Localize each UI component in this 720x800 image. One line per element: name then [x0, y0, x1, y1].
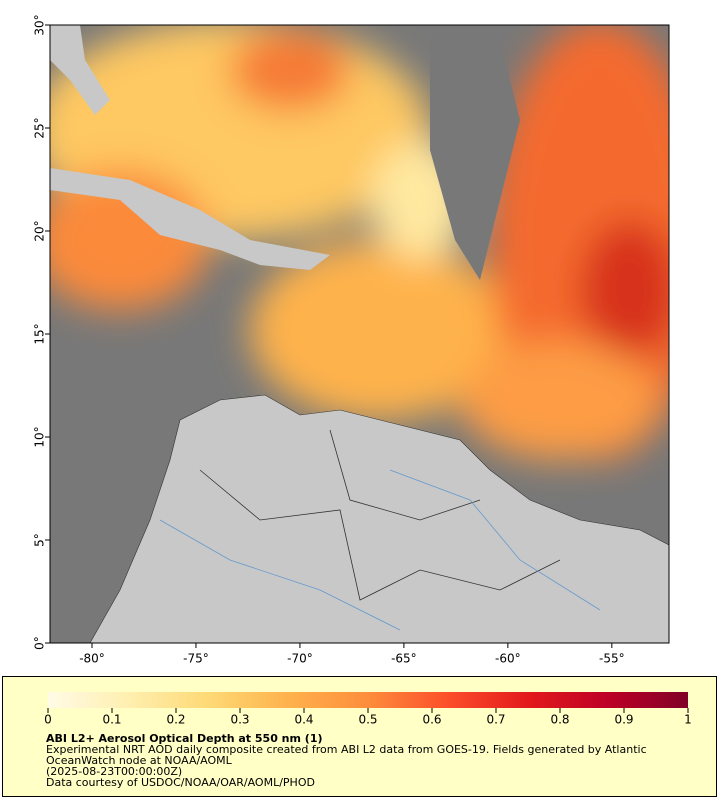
x-tick-label: -60° — [495, 652, 521, 666]
colorbar-tick-label: 0 — [44, 713, 52, 727]
y-tick-label: 30° — [33, 14, 47, 35]
y-tick-label: 25° — [33, 117, 47, 138]
x-tick-label: -70° — [287, 652, 313, 666]
colorbar-tick-label: 0.5 — [358, 713, 377, 727]
y-tick-label: 10° — [33, 426, 47, 447]
colorbar-tick-label: 0.3 — [230, 713, 249, 727]
x-tick-label: -55° — [599, 652, 625, 666]
footer-line: (2025-08-23T00:00:00Z) — [46, 765, 183, 778]
footer-line: Experimental NRT AOD daily composite cre… — [46, 743, 647, 767]
colorbar-tick-label: 0.9 — [614, 713, 633, 727]
y-tick-label: 20° — [33, 220, 47, 241]
colorbar — [48, 692, 688, 708]
colorbar-tick-label: 0.2 — [166, 713, 185, 727]
colorbar-tick-label: 0.6 — [422, 713, 441, 727]
x-tick-label: -65° — [391, 652, 417, 666]
footer-title: ABI L2+ Aerosol Optical Depth at 550 nm … — [46, 732, 323, 745]
y-tick-label: 0° — [33, 636, 47, 650]
x-tick-label: -80° — [79, 652, 105, 666]
map-image — [50, 25, 669, 643]
footer-line: Data courtesy of USDOC/NOAA/OAR/AOML/PHO… — [46, 776, 315, 789]
colorbar-tick-label: 0.1 — [102, 713, 121, 727]
y-tick-label: 15° — [33, 323, 47, 344]
y-tick-label: 5° — [33, 533, 47, 547]
colorbar-tick-label: 1 — [684, 713, 692, 727]
footer-text: ABI L2+ Aerosol Optical Depth at 550 nm … — [46, 733, 686, 788]
colorbar-tick-label: 0.4 — [294, 713, 313, 727]
colorbar-tick-label: 0.7 — [486, 713, 505, 727]
x-tick-label: -75° — [183, 652, 209, 666]
colorbar-tick-label: 0.8 — [550, 713, 569, 727]
